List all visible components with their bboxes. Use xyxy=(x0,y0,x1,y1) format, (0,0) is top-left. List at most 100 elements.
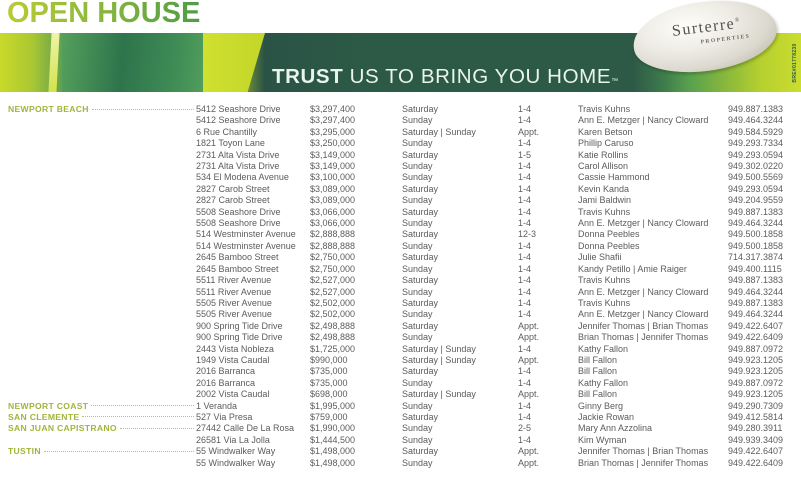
table-row: 534 El Modena Avenue $3,100,000 Sunday 1-4 C… xyxy=(8,172,783,183)
day-cell: Saturday | Sunday xyxy=(402,389,476,400)
address-cell: 1949 Vista Caudal xyxy=(196,354,270,365)
agent-cell: Mary Ann Azzolina xyxy=(578,423,653,434)
table-row: 2016 Barranca $735,000 Saturday 1-4 Bill Fal… xyxy=(8,366,783,377)
time-cell: 1-4 xyxy=(518,183,532,194)
agent-cell: Travis Kuhns xyxy=(578,206,631,217)
city-label: SAN CLEMENTE xyxy=(8,411,80,422)
city-label: TUSTIN xyxy=(8,446,41,457)
agent-cell: Kathy Fallon xyxy=(578,343,629,354)
phone-cell: 949.464.3244 xyxy=(728,286,783,297)
address-cell: 5511 River Avenue xyxy=(196,286,272,297)
table-row: 514 Westminster Avenue $2,888,888 Sunday 1-… xyxy=(8,241,783,252)
time-cell: Appt. xyxy=(518,332,540,343)
price-cell: $2,527,000 xyxy=(310,275,356,286)
phone-cell: 949.412.5814 xyxy=(728,411,783,422)
tagline-trust: TRUST xyxy=(272,65,344,88)
phone-cell: 949.939.3409 xyxy=(728,434,783,445)
price-cell: $2,888,888 xyxy=(310,240,356,251)
city-cell: NEWPORT BEACH xyxy=(8,104,196,115)
price-cell: $759,000 xyxy=(310,411,348,422)
address-cell: 2016 Barranca xyxy=(196,366,256,377)
agent-cell: Travis Kuhns xyxy=(578,275,631,286)
tagline-rest: US TO BRING YOU HOME xyxy=(343,65,612,88)
day-cell: Saturday xyxy=(402,297,439,308)
address-cell: 26581 Via La Jolla xyxy=(196,434,270,445)
time-cell: 1-4 xyxy=(518,377,532,388)
day-cell: Sunday xyxy=(402,161,433,172)
leaf-dark-graphic xyxy=(62,33,212,92)
address-cell: 2731 Alta Vista Drive xyxy=(196,149,280,160)
price-cell: $990,000 xyxy=(310,354,348,365)
price-cell: $3,149,000 xyxy=(310,149,356,160)
table-row: 5505 River Avenue $2,502,000 Sunday 1-4 Ann … xyxy=(8,309,783,320)
phone-cell: 949.923.1205 xyxy=(728,354,783,365)
address-cell: 2645 Bamboo Street xyxy=(196,252,279,263)
table-row: 5511 River Avenue $2,527,000 Sunday 1-4 Ann … xyxy=(8,287,783,298)
phone-cell: 949.464.3244 xyxy=(728,218,783,229)
price-cell: $3,089,000 xyxy=(310,195,356,206)
agent-cell: Phillip Caruso xyxy=(578,138,634,149)
dotted-leader xyxy=(119,427,194,429)
agent-cell: Donna Peebles xyxy=(578,240,640,251)
price-cell: $2,498,888 xyxy=(310,320,356,331)
time-cell: 1-4 xyxy=(518,218,532,229)
time-cell: 1-4 xyxy=(518,206,532,217)
address-cell: 900 Spring Tide Drive xyxy=(196,320,283,331)
address-cell: 514 Westminster Avenue xyxy=(196,240,296,251)
price-cell: $3,295,000 xyxy=(310,126,356,137)
time-cell: 1-4 xyxy=(518,252,532,263)
price-cell: $1,444,500 xyxy=(310,434,356,445)
table-row: 900 Spring Tide Drive $2,498,888 Sunday App… xyxy=(8,332,783,343)
agent-cell: Jennifer Thomas | Brian Thomas xyxy=(578,320,709,331)
phone-cell: 949.422.6409 xyxy=(728,457,783,468)
time-cell: 1-4 xyxy=(518,366,532,377)
time-cell: 1-4 xyxy=(518,343,532,354)
agent-cell: Cassie Hammond xyxy=(578,172,650,183)
address-cell: 534 El Modena Avenue xyxy=(196,172,289,183)
day-cell: Sunday xyxy=(402,172,433,183)
table-row: 900 Spring Tide Drive $2,498,888 Saturday A… xyxy=(8,321,783,332)
agent-cell: Donna Peebles xyxy=(578,229,640,240)
day-cell: Sunday xyxy=(402,309,433,320)
price-cell: $735,000 xyxy=(310,377,348,388)
agent-cell: Jennifer Thomas | Brian Thomas xyxy=(578,446,709,457)
address-cell: 5511 River Avenue xyxy=(196,275,272,286)
table-row: 5505 River Avenue $2,502,000 Saturday 1-4 Tr… xyxy=(8,298,783,309)
dotted-leader xyxy=(82,416,194,418)
time-cell: 1-4 xyxy=(518,138,532,149)
agent-cell: Bill Fallon xyxy=(578,354,618,365)
price-cell: $1,990,000 xyxy=(310,423,356,434)
price-cell: $698,000 xyxy=(310,389,348,400)
day-cell: Saturday xyxy=(402,366,439,377)
phone-cell: 949.887.0972 xyxy=(728,343,783,354)
table-row: 5412 Seashore Drive $3,297,400 Sunday 1-4 An… xyxy=(8,115,783,126)
agent-cell: Kevin Kanda xyxy=(578,183,630,194)
day-cell: Sunday xyxy=(402,218,433,229)
day-cell: Sunday xyxy=(402,377,433,388)
day-cell: Sunday xyxy=(402,138,433,149)
address-cell: 5505 River Avenue xyxy=(196,297,272,308)
phone-cell: 949.887.1383 xyxy=(728,275,783,286)
phone-cell: 949.422.6409 xyxy=(728,332,783,343)
day-cell: Saturday xyxy=(402,206,439,217)
price-cell: $3,250,000 xyxy=(310,138,356,149)
dotted-leader xyxy=(91,108,194,110)
table-row: 2827 Carob Street $3,089,000 Saturday 1-4 Ke… xyxy=(8,184,783,195)
agent-cell: Ann E. Metzger | Nancy Cloward xyxy=(578,309,709,320)
table-row: 514 Westminster Avenue $2,888,888 Saturday… xyxy=(8,229,783,240)
address-cell: 5412 Seashore Drive xyxy=(196,104,281,114)
agent-cell: Jami Baldwin xyxy=(578,195,632,206)
address-cell: 5505 River Avenue xyxy=(196,309,272,320)
city-cell: SAN JUAN CAPISTRANO xyxy=(8,423,196,434)
city-cell: NEWPORT COAST xyxy=(8,401,196,412)
agent-cell: Brian Thomas | Jennifer Thomas xyxy=(578,457,709,468)
time-cell: 1-4 xyxy=(518,400,532,411)
phone-cell: 949.464.3244 xyxy=(728,115,783,126)
phone-cell: 949.280.3911 xyxy=(728,423,783,434)
time-cell: 1-4 xyxy=(518,434,532,445)
price-cell: $1,498,000 xyxy=(310,446,356,457)
day-cell: Saturday xyxy=(402,320,439,331)
phone-cell: 949.422.6407 xyxy=(728,320,783,331)
price-cell: $3,066,000 xyxy=(310,206,356,217)
